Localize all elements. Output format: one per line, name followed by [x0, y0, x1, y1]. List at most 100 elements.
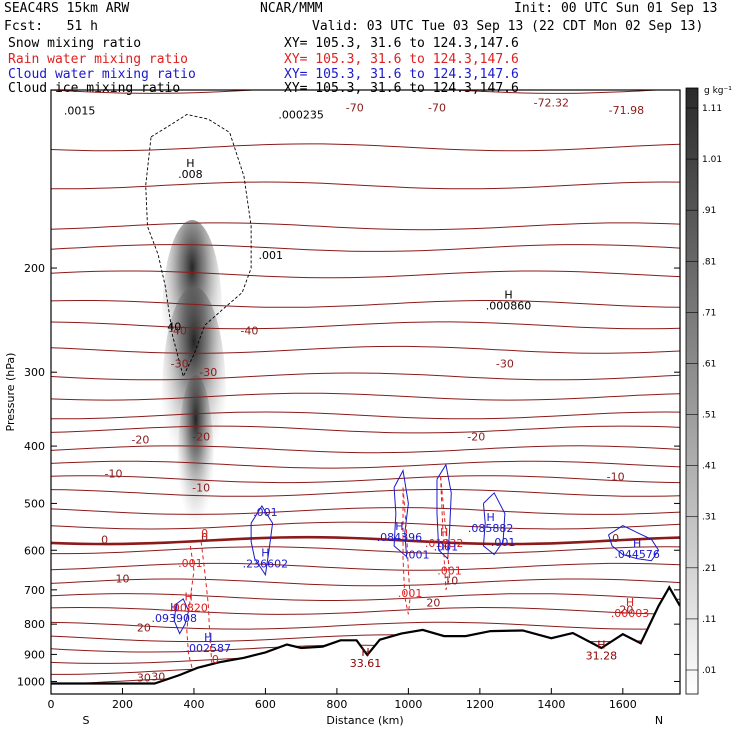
field-rain-xy: XY= 105.3, 31.6 to 124.3,147.6	[284, 52, 519, 67]
cloud-water-contour	[393, 469, 409, 558]
contour-label: .001	[178, 557, 203, 570]
colorbar-label: 1.11	[702, 104, 722, 114]
isotherm-label: 10	[444, 575, 458, 588]
init-time: Init: 00 UTC Sun 01 Sep 13	[514, 1, 718, 16]
x-tick-label: 0	[48, 698, 55, 711]
contour-label: .0015	[64, 104, 96, 117]
colorbar-label: .51	[702, 411, 716, 421]
field-cloud-ice-label: Cloud ice mixing ratio	[8, 81, 181, 96]
title-center: NCAR/MMM	[260, 1, 323, 16]
endpoint-left: S	[83, 714, 90, 727]
maximum-marker: H	[597, 639, 605, 652]
maximum-value: .008	[178, 168, 203, 181]
title-left: SEAC4RS 15km ARW	[4, 1, 130, 16]
colorbar-label: .91	[702, 206, 716, 216]
contour-label: .001	[405, 549, 430, 562]
isotherm-label: 30	[137, 672, 151, 685]
maximum-marker: H	[626, 596, 634, 609]
contour-label: .001	[491, 536, 516, 549]
isotherm-line	[51, 270, 680, 279]
isotherm-line	[51, 507, 680, 515]
endpoint-right: N	[655, 714, 663, 727]
maximum-value: .002587	[186, 642, 232, 655]
colorbar-label: .41	[702, 462, 716, 472]
maximum-marker: H	[204, 631, 212, 644]
isotherm-line	[51, 562, 680, 571]
maximum-marker: H	[486, 511, 494, 524]
x-tick-label: 400	[183, 698, 204, 711]
isotherm-line	[51, 460, 680, 469]
colorbar-label: .31	[702, 513, 716, 523]
rain-contour	[200, 541, 213, 663]
isotherm-line	[51, 143, 680, 152]
isotherm-label: -40	[169, 324, 187, 337]
contour-label: 0	[201, 527, 208, 540]
field-rain-label: Rain water mixing ratio	[8, 52, 189, 67]
isotherm-line	[51, 445, 680, 454]
y-tick-label: 400	[24, 440, 45, 453]
isotherm-line	[51, 411, 680, 420]
maximum-marker: H	[186, 157, 194, 170]
plot-frame	[50, 89, 681, 695]
isotherm-label: 0	[612, 532, 619, 545]
contour-label: .001	[253, 506, 278, 519]
maximum-value: .00820	[169, 602, 208, 615]
isotherm-label: 20	[137, 621, 151, 634]
cloud-water-contour	[482, 492, 506, 556]
forecast-hour: Fcst: 51 h	[4, 19, 98, 34]
isotherm-label: -72.32	[534, 97, 569, 110]
maximum-marker: H	[184, 591, 192, 604]
isotherm-line	[51, 181, 680, 190]
isotherm-label: -20	[192, 430, 210, 443]
maximum-value: .085882	[468, 522, 514, 535]
isotherm-label: 0	[201, 531, 208, 544]
colorbar-label: .01	[702, 666, 716, 676]
colorbar-bar	[685, 87, 699, 695]
maximum-value: 31.28	[586, 650, 618, 663]
isotherm-line	[51, 300, 680, 308]
cloud-water-contour	[250, 505, 274, 577]
isotherm-label: 20	[619, 603, 633, 616]
isotherm-line	[51, 321, 680, 330]
y-tick-label: 500	[24, 497, 45, 510]
terrain-surface	[51, 585, 680, 685]
maximum-marker: H	[395, 520, 403, 533]
cloud-water-contour	[173, 598, 190, 635]
contour-label: .001	[437, 565, 462, 578]
isotherm-line	[51, 244, 680, 252]
contour-label: .001	[434, 540, 459, 553]
isotherm-label: -70	[428, 101, 446, 114]
isotherm-line	[51, 392, 680, 401]
isotherm-line	[51, 546, 680, 555]
isotherm-label: -10	[192, 482, 210, 495]
isotherm-label: 10	[115, 573, 129, 586]
contour-label: .001	[398, 587, 423, 600]
isotherm-line	[51, 535, 680, 546]
maximum-value: .001	[259, 249, 284, 262]
field-cloud-water-xy: XY= 105.3, 31.6 to 124.3,147.6	[284, 67, 519, 82]
field-cloud-ice-xy: XY= 105.3, 31.6 to 124.3,147.6	[284, 81, 519, 96]
isotherm-label: -71.98	[609, 104, 644, 117]
isotherm-label: -10	[607, 470, 625, 483]
maximum-value: .044576	[614, 548, 660, 561]
colorbar-label: .61	[702, 359, 716, 369]
isotherm-line	[51, 425, 680, 434]
x-tick-label: 600	[255, 698, 276, 711]
maximum-marker: H	[361, 646, 369, 659]
x-tick-label: 1400	[537, 698, 565, 711]
rain-contour	[402, 487, 411, 615]
maximum-marker: H	[170, 601, 178, 614]
isotherm-line	[51, 345, 680, 354]
contour-label: 0	[212, 653, 219, 666]
y-tick-label: 300	[24, 366, 45, 379]
isotherm-label: -20	[131, 434, 149, 447]
snow-shading	[177, 374, 214, 555]
colorbar-label: 1.01	[702, 155, 722, 165]
contour-label: 40	[167, 320, 181, 333]
maximum-marker: H	[504, 288, 512, 301]
colorbar-label: .71	[702, 308, 716, 318]
maximum-value: .00003	[611, 607, 650, 620]
maximum-marker: H	[633, 537, 641, 550]
maximum-value: .084396	[377, 531, 423, 544]
